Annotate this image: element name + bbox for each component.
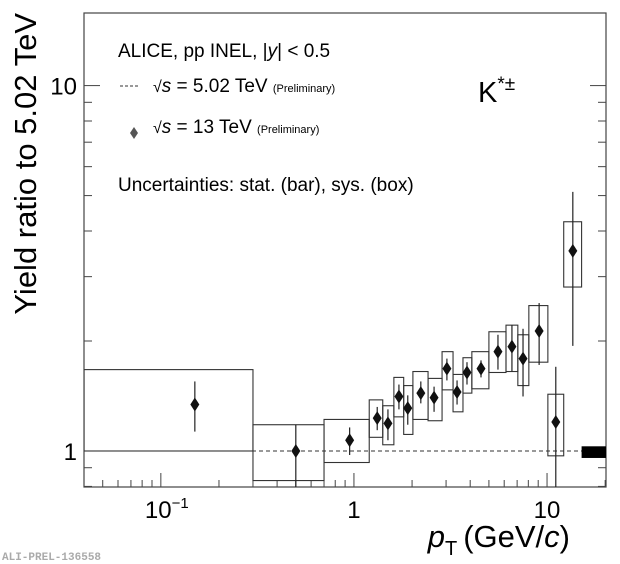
legend-entry-5.02: √s = 5.02 TeV (Preliminary) [153, 76, 335, 97]
sys-box-16 [528, 305, 549, 363]
legend-entry-13: √s = 13 TeV (Preliminary) [153, 117, 319, 138]
particle-label: K*± [478, 74, 515, 109]
data-point-2 [345, 433, 355, 448]
data-point-4 [383, 416, 393, 431]
x-tick-label-10: 10 [534, 497, 561, 524]
data-point-8 [429, 390, 439, 405]
uncertainty-note: Uncertainties: stat. (bar), sys. (box) [118, 175, 414, 196]
x-tick-label-1: 1 [347, 497, 360, 524]
x-axis-label: pT (GeV/c) [427, 519, 570, 560]
sys-box-0 [84, 369, 254, 452]
data-point-5 [394, 389, 404, 404]
data-point-16 [534, 324, 544, 339]
sys-box-9 [441, 351, 454, 391]
y-axis-label: Yield ratio to 5.02 TeV [8, 13, 43, 315]
data-point-3 [372, 411, 382, 426]
figure-id: ALI-PREL-136558 [2, 552, 101, 564]
data-point-17 [551, 415, 561, 430]
x-axis-ticks [83, 473, 606, 487]
data-point-10 [452, 385, 462, 400]
data-point-12 [476, 361, 486, 376]
legend-header: ALICE, pp INEL, |y| < 0.5 [118, 41, 330, 62]
y-tick-label-1: 1 [64, 439, 77, 466]
statistical-bars [194, 191, 574, 487]
x-tick-label-0.1: 10−1 [145, 495, 189, 524]
sys-box-2 [323, 418, 370, 464]
sys-box-4 [382, 405, 395, 446]
data-point-1 [291, 443, 301, 458]
sys-box-1 [252, 424, 325, 482]
sys-box-8 [427, 377, 443, 422]
data-point-0 [190, 397, 200, 412]
data-point-14 [507, 339, 517, 354]
data-points [190, 243, 578, 458]
data-point-15 [518, 351, 528, 366]
data-point-13 [493, 344, 503, 359]
data-point-9 [442, 361, 452, 376]
y-axis-ticks [84, 85, 606, 487]
data-point-6 [403, 401, 413, 416]
data-point-18 [568, 243, 578, 258]
normalization-uncertainty-box [581, 446, 606, 458]
legend-diamond-icon [130, 127, 138, 139]
y-tick-label-10: 10 [50, 74, 77, 101]
data-point-11 [462, 365, 472, 380]
systematic-boxes [84, 221, 583, 482]
data-point-7 [416, 386, 426, 401]
